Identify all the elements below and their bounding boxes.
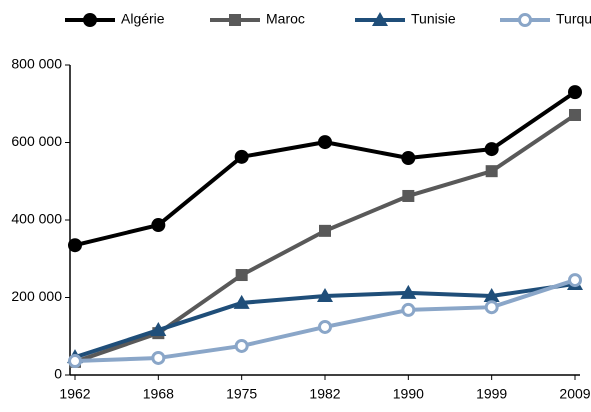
y-tick-label: 0 (54, 366, 62, 382)
legend-label: Algérie (121, 11, 165, 27)
series-line (74, 90, 577, 248)
data-point (68, 238, 82, 253)
data-point (485, 165, 498, 178)
data-point (401, 302, 416, 317)
legend-label: Turquie (556, 11, 591, 27)
data-point (568, 85, 582, 100)
legend-marker (83, 13, 97, 27)
data-point (151, 218, 166, 233)
data-point (150, 322, 167, 337)
y-tick-label: 600 000 (11, 133, 62, 149)
x-tick-label: 2009 (559, 386, 590, 402)
legend-label: Maroc (266, 11, 305, 27)
legend-label: Tunisie (411, 11, 456, 27)
data-point (233, 294, 250, 309)
y-tick-label: 800 000 (11, 56, 62, 72)
data-point (484, 300, 499, 315)
data-point (568, 273, 582, 288)
data-point (318, 135, 332, 150)
data-point (151, 350, 166, 365)
x-tick-label: 1982 (309, 386, 340, 402)
x-tick-label: 1975 (226, 386, 257, 402)
x-tick-label: 1968 (143, 386, 174, 402)
data-point (400, 284, 417, 299)
y-tick-label: 200 000 (11, 288, 62, 304)
legend-marker (518, 13, 532, 27)
x-tick-label: 1990 (393, 386, 424, 402)
data-point (484, 142, 499, 157)
data-point (318, 319, 332, 334)
data-point (483, 287, 500, 302)
x-tick-label: 1999 (476, 386, 507, 402)
data-point (401, 151, 416, 165)
data-point (235, 269, 248, 282)
legend-marker (372, 12, 388, 26)
data-point (319, 224, 331, 237)
y-tick-label: 400 000 (11, 211, 62, 227)
legend-marker (229, 14, 241, 26)
data-point (402, 189, 415, 202)
data-point (68, 354, 82, 369)
x-tick-label: 1962 (59, 386, 90, 402)
data-point (317, 287, 333, 302)
data-point (234, 149, 249, 164)
data-point (569, 108, 581, 121)
data-point (234, 338, 249, 353)
